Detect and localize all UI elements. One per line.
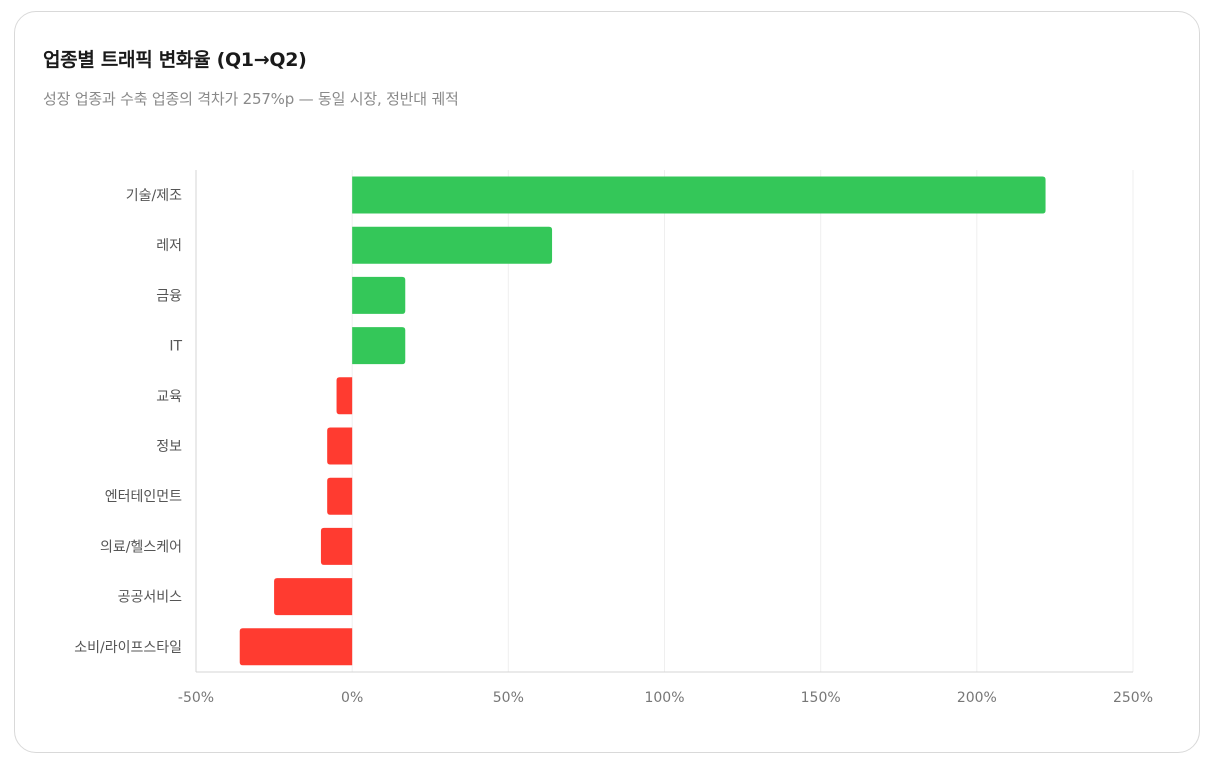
x-tick-label: 150% [801,690,841,706]
chart-title: 업종별 트래픽 변화율 (Q1→Q2) [43,49,307,71]
bar [327,427,353,465]
category-label: 엔터테인먼트 [105,489,182,505]
category-label: 공공서비스 [118,590,183,606]
bar [274,578,353,616]
x-tick-label: 250% [1113,690,1153,706]
category-label: 금융 [156,288,182,304]
bar [352,226,553,264]
category-label: 정보 [156,439,182,455]
category-label: 소비/라이프스타일 [74,640,182,656]
category-label: 교육 [156,389,182,405]
bar [352,327,406,365]
category-label: 레저 [156,238,182,254]
bar [352,276,406,314]
x-tick-label: 50% [493,690,524,706]
chart-subtitle: 성장 업종과 수축 업종의 격차가 257%p — 동일 시장, 정반대 궤적 [43,90,459,108]
bar [320,527,353,565]
category-label: 기술/제조 [126,188,182,204]
x-tick-label: -50% [178,690,214,706]
category-label: IT [169,339,182,355]
bar [239,628,353,666]
bar [327,477,353,515]
x-tick-label: 200% [957,690,997,706]
bar-layer [239,176,1046,666]
bar [352,176,1046,214]
bar [336,377,353,415]
grid-layer [195,170,1134,673]
x-tick-layer: -50% 0% 50% 100% 150% 200% 250% [178,690,1153,706]
chart-card [14,11,1200,753]
x-tick-label: 0% [341,690,363,706]
category-label: 의료/헬스케어 [100,539,182,555]
x-tick-label: 100% [644,690,684,706]
